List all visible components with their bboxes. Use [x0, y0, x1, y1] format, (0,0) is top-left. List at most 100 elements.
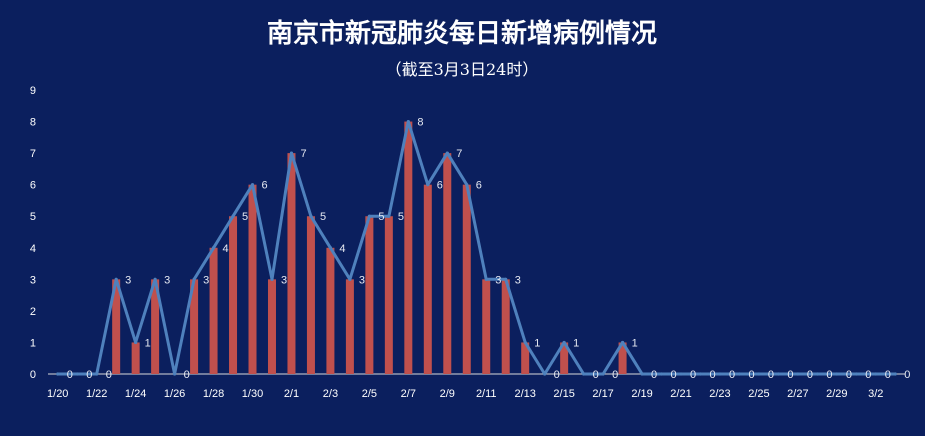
line-point: [95, 372, 99, 376]
line-point: [835, 372, 839, 376]
line-point: [776, 372, 780, 376]
x-tick-label: 2/23: [709, 388, 730, 400]
data-label: 5: [242, 211, 248, 223]
bar: [482, 279, 491, 374]
data-label: 0: [184, 369, 190, 381]
x-tick-label: 2/29: [826, 388, 847, 400]
data-label: 0: [651, 369, 657, 381]
data-label: 0: [787, 369, 793, 381]
x-tick-label: 2/11: [476, 388, 497, 400]
bar: [462, 184, 471, 374]
data-label: 1: [632, 337, 638, 349]
line-point: [659, 372, 664, 376]
data-label: 3: [359, 274, 365, 286]
x-tick-label: 1/26: [164, 388, 185, 400]
data-label: 6: [437, 180, 443, 192]
line-point: [387, 214, 391, 218]
data-label: 3: [515, 274, 521, 286]
data-label: 3: [164, 274, 170, 286]
chart-subtitle: （截至3月3日24时）: [386, 60, 539, 79]
line-point: [698, 372, 703, 376]
line-point: [445, 151, 449, 155]
bar: [501, 279, 510, 374]
x-tick-label: 2/21: [670, 388, 691, 400]
line-point: [289, 151, 294, 155]
line-point: [406, 119, 410, 124]
line-point: [211, 246, 216, 250]
data-label: 0: [690, 369, 696, 381]
bar: [326, 247, 335, 374]
data-label: 0: [67, 369, 73, 381]
data-label: 0: [865, 369, 871, 381]
x-tick-label: 1/20: [47, 388, 68, 400]
bar: [112, 279, 121, 374]
bar: [209, 247, 218, 374]
y-tick-label: 9: [30, 85, 36, 97]
line-point: [815, 372, 819, 376]
data-label: 6: [476, 180, 482, 192]
line-point: [757, 372, 761, 376]
line-point: [504, 277, 508, 281]
line-point: [153, 277, 157, 281]
data-label: 5: [398, 211, 404, 223]
data-label: 0: [612, 369, 618, 381]
line-series: [56, 119, 897, 376]
y-tick-label: 5: [30, 211, 36, 223]
line-point: [309, 214, 313, 218]
line-point: [328, 246, 333, 250]
x-tick-label: 2/17: [592, 388, 613, 400]
x-tick-label: 1/28: [203, 388, 224, 400]
line-point: [737, 372, 742, 376]
bar: [404, 121, 413, 374]
line-point: [114, 277, 118, 281]
y-tick-label: 0: [30, 369, 36, 381]
line-point: [231, 214, 235, 218]
line-point: [250, 183, 255, 187]
data-label: 4: [339, 243, 345, 255]
data-label: 0: [807, 369, 813, 381]
data-label: 1: [534, 337, 540, 349]
bar: [384, 216, 393, 374]
data-label: 0: [709, 369, 715, 381]
bar-series: [112, 121, 627, 374]
line-point: [679, 372, 683, 376]
line-point: [465, 183, 469, 187]
x-tick-label: 2/1: [284, 388, 299, 400]
data-label: 3: [281, 274, 287, 286]
x-tick-label: 1/22: [86, 388, 107, 400]
bar: [423, 184, 432, 374]
bar: [248, 184, 257, 374]
data-label: 0: [554, 369, 560, 381]
line-point: [796, 372, 800, 376]
bar: [131, 342, 140, 374]
x-tick-label: 2/7: [401, 388, 416, 400]
x-tick-label: 2/13: [514, 388, 535, 400]
data-label: 7: [300, 148, 306, 160]
data-label: 4: [223, 243, 229, 255]
bar: [560, 342, 569, 374]
x-axis: 1/20 1/22 1/24 1/26 1/28 1/30 2/1 2/3 2/5 2/7 2/9 2…: [47, 373, 905, 400]
x-tick-label: 2/15: [553, 388, 574, 400]
data-label: 3: [125, 274, 131, 286]
data-label: 0: [729, 369, 735, 381]
bar: [443, 153, 452, 374]
line-point: [426, 183, 430, 187]
data-label: 0: [748, 369, 754, 381]
line-point: [582, 372, 586, 376]
bar: [267, 279, 276, 374]
line-point: [192, 277, 196, 281]
y-tick-label: 1: [30, 337, 36, 349]
line-point: [523, 340, 527, 345]
data-label: 3: [203, 274, 209, 286]
bar: [190, 279, 199, 374]
line-point: [601, 372, 605, 376]
bar: [151, 279, 160, 374]
data-label: 1: [573, 337, 579, 349]
x-tick-label: 2/19: [631, 388, 652, 400]
data-label: 3: [495, 274, 501, 286]
bar: [306, 216, 315, 374]
data-label: 0: [885, 369, 891, 381]
data-label: 0: [846, 369, 852, 381]
